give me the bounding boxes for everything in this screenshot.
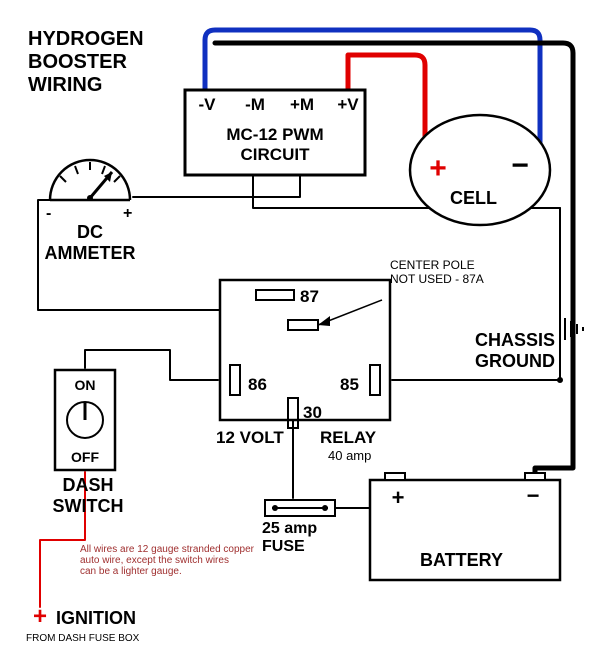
battery-minus: − <box>527 483 540 508</box>
battery-plus: + <box>392 485 405 510</box>
relay-label1: 12 VOLT <box>216 428 284 448</box>
title: HYDROGEN BOOSTER WIRING <box>28 28 144 97</box>
relay-label3: 40 amp <box>328 448 371 463</box>
pwm-nv: -V <box>199 95 217 114</box>
battery-label: BATTERY <box>420 550 503 571</box>
cell-plus: + <box>429 152 447 185</box>
switch-on: ON <box>75 377 96 393</box>
fuse-label: 25 amp FUSE <box>262 520 317 556</box>
ammeter-plus: + <box>123 205 132 222</box>
relay-label2: RELAY <box>320 428 376 448</box>
relay-86: 86 <box>248 375 267 394</box>
pwm-pm: +M <box>290 95 314 114</box>
wire-pwm_pM_to_ammeter_plus <box>133 175 300 197</box>
wire-note: All wires are 12 gauge stranded copper a… <box>80 544 254 577</box>
ignition-sublabel: FROM DASH FUSE BOX <box>26 633 139 644</box>
cell-minus: − <box>511 149 529 182</box>
wiring-diagram: { "canvas": { "width": 606, "height": 66… <box>0 0 606 667</box>
relay-85: 85 <box>340 375 359 394</box>
ignition-plus: + <box>33 603 47 630</box>
ignition-label: IGNITION <box>56 608 136 629</box>
relay-30: 30 <box>303 403 322 422</box>
cell-label: CELL <box>450 188 497 209</box>
relay-center-note: CENTER POLE NOT USED - 87A <box>390 258 484 286</box>
ammeter-label: DC AMMETER <box>40 222 140 264</box>
dash-switch-label: DASH SWITCH <box>48 475 128 517</box>
pwm-label: MC-12 PWM CIRCUIT <box>200 125 350 165</box>
switch-off: OFF <box>71 449 99 465</box>
relay-87: 87 <box>300 287 319 306</box>
chassis-ground-label: CHASSIS GROUND <box>455 330 555 372</box>
pwm-pv: +V <box>337 95 359 114</box>
pwm-nm: -M <box>245 95 265 114</box>
ammeter-minus: - <box>46 205 51 222</box>
